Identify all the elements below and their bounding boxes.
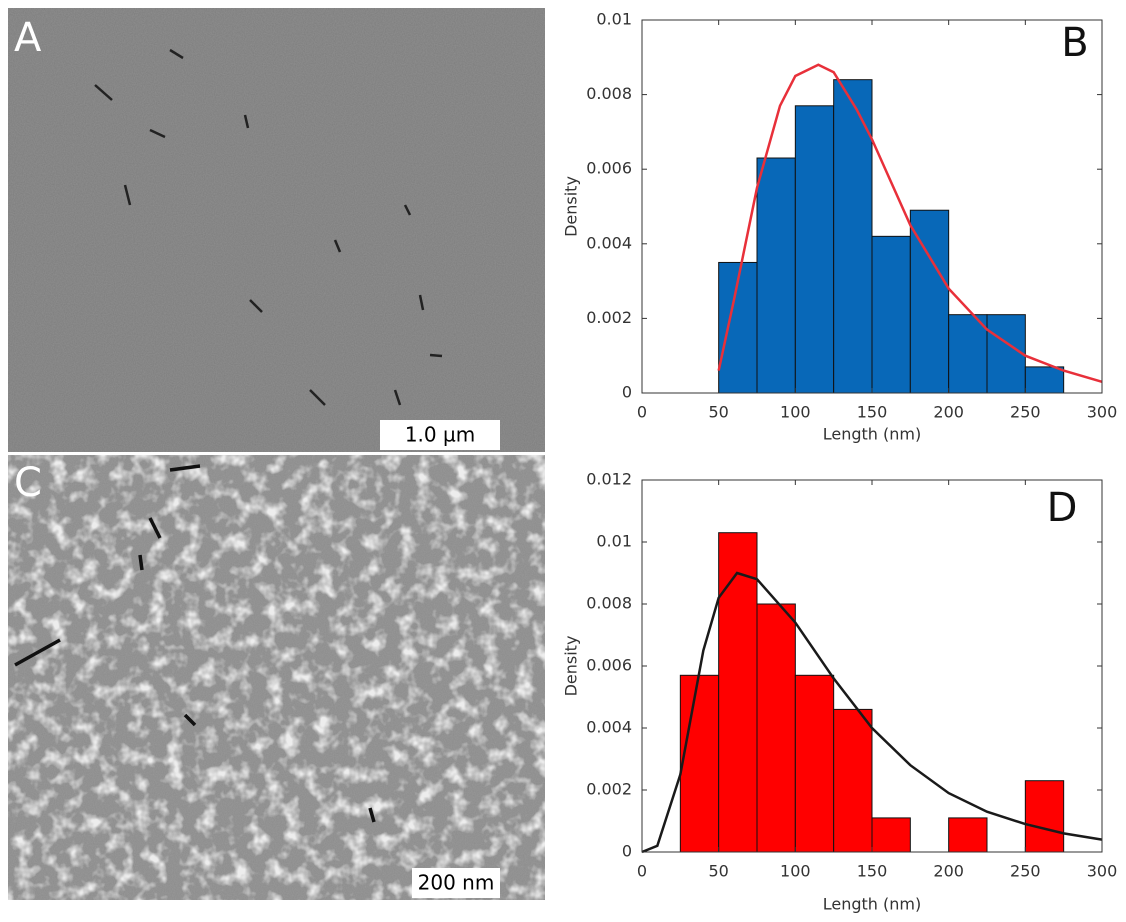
chart: 0 50 100 150 200 250 300 0 0.002 0.004 0.006 0.008 0… [562,10,1118,444]
bar [718,532,758,853]
x-axis-label: Length (nm) [823,895,921,914]
y-tick-label: 0.004 [586,718,632,737]
fit-curve [717,63,1103,384]
bar [1024,366,1065,394]
micrograph-a: A 1.0 µm [8,8,545,452]
rods [14,464,376,823]
x-tick-label: 150 [857,862,888,881]
y-tick-label: 0.006 [586,656,632,675]
scale-bar-label: 200 nm [418,871,495,895]
scale-bar-label: 1.0 µm [405,423,475,447]
image-blobs [8,455,545,900]
scale-bar-box [412,868,500,898]
bar [679,674,720,853]
micrograph-c: C 200 nm [8,455,545,900]
bar [794,674,835,853]
x-tick-label: 100 [780,403,811,422]
bar [948,817,988,853]
image-label: A [14,15,42,61]
image-texture [8,8,545,452]
y-axis-label: Density [562,636,581,697]
bar [794,105,835,394]
bar [833,708,873,853]
y-tick-label: 0.01 [596,532,632,551]
y-tick-label: 0.002 [586,780,632,799]
scale-bar-box [380,420,500,450]
bar [756,157,796,394]
y-tick-label: 0 [622,842,632,861]
x-tick-label: 0 [637,403,647,422]
x-tick-label: 200 [933,862,964,881]
x-tick-label: 50 [708,403,728,422]
bar [986,314,1026,394]
x-tick-label: 200 [933,403,964,422]
fit-curve [641,571,1103,854]
y-tick-label: 0.006 [586,159,632,178]
x-tick-label: 250 [1010,403,1041,422]
rods [94,48,443,406]
y-tick-label: 0.012 [586,470,632,489]
x-tick-label: 300 [1087,403,1118,422]
panel-label: D [1047,485,1078,531]
panel-label: B [1061,20,1088,66]
x-tick-label: 50 [708,862,728,881]
bar [1024,780,1065,853]
y-tick-label: 0.008 [586,84,632,103]
bar [833,79,873,394]
x-tick-label: 0 [637,862,647,881]
bar [871,817,911,853]
chart: 0 50 100 150 200 250 300 0 0.002 0.004 0.006 0.008 0… [562,470,1118,914]
image-label: C [14,460,42,506]
bar [756,603,796,853]
bar [871,235,911,394]
x-tick-label: 300 [1087,862,1118,881]
y-tick-label: 0.008 [586,594,632,613]
x-tick-label: 100 [780,862,811,881]
x-axis-label: Length (nm) [823,425,921,444]
y-axis-label: Density [562,176,581,237]
y-tick-label: 0.002 [586,308,632,327]
bar [909,209,950,394]
y-tick-label: 0.01 [596,10,632,29]
x-tick-label: 150 [857,403,888,422]
y-tick-label: 0.004 [586,233,632,252]
y-tick-label: 0 [622,383,632,402]
bar [948,314,988,394]
x-tick-label: 250 [1010,862,1041,881]
